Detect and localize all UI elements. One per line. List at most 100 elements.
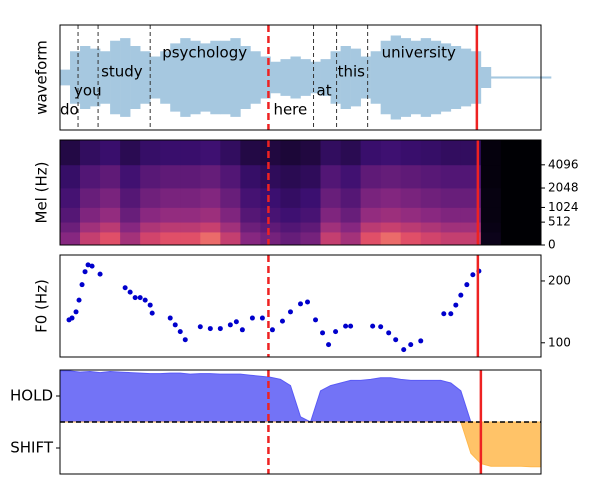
- spectrogram-cell: [80, 140, 101, 166]
- waveform-segment: [250, 51, 261, 104]
- spectrogram-cell: [200, 222, 221, 233]
- spectrogram-cell: [200, 164, 221, 189]
- spectrogram-cell: [160, 164, 181, 189]
- spectrogram-cell: [420, 164, 442, 189]
- f0-point: [453, 302, 459, 308]
- waveform-segment: [480, 67, 492, 88]
- f0-point: [448, 311, 454, 317]
- f0-point: [393, 337, 399, 343]
- spectrogram-cell: [220, 140, 241, 166]
- f0-point: [239, 327, 245, 333]
- y-tick-label: 100: [548, 335, 571, 349]
- spectrogram-cell: [260, 164, 281, 189]
- f0-point: [313, 317, 319, 323]
- spectrogram-cell: [440, 222, 462, 233]
- y-axis-label: Mel (Hz): [33, 162, 51, 224]
- y-axis-label: waveform: [33, 40, 51, 115]
- spectrogram-cell: [220, 207, 241, 223]
- spectrogram-cell: [260, 207, 281, 223]
- spectrogram-cell: [320, 222, 341, 233]
- spectrogram-cell: [220, 222, 241, 233]
- spectrogram-cell: [100, 222, 121, 233]
- f0-point: [348, 323, 354, 329]
- waveform-segment: [530, 76, 542, 79]
- waveform-segment: [200, 43, 211, 112]
- spectrogram-cell: [440, 188, 462, 208]
- spectrogram-cell: [60, 188, 81, 208]
- waveform-segment: [140, 51, 151, 104]
- spectrogram-cell: [220, 232, 241, 246]
- f0-point: [137, 295, 143, 301]
- f0-point: [370, 323, 376, 329]
- f0-point: [305, 299, 311, 305]
- f0-point: [76, 297, 82, 303]
- spectrogram-cell: [420, 188, 442, 208]
- spectrogram-cell: [520, 232, 542, 246]
- spectrogram-cell: [220, 164, 241, 189]
- spectrogram-cell: [400, 222, 422, 233]
- word-label: this: [338, 63, 366, 81]
- waveform-segment: [70, 51, 81, 104]
- waveform-segment: [420, 38, 432, 117]
- spectrogram-cell: [520, 140, 542, 166]
- waveform-segment: [320, 59, 331, 96]
- f0-point: [418, 338, 424, 344]
- f0-point: [269, 327, 275, 333]
- spectrogram-cell: [320, 188, 341, 208]
- axes-frame: [59, 369, 542, 475]
- waveform-segment: [160, 51, 171, 104]
- spectrogram-cell: [180, 188, 201, 208]
- spectrogram-cell: [220, 188, 241, 208]
- f0-point: [122, 285, 128, 291]
- spectrogram-cell: [380, 188, 402, 208]
- spectrogram-cell: [480, 207, 502, 223]
- spectrogram-cell: [60, 207, 81, 223]
- spectrogram-cell: [520, 222, 542, 233]
- f0-point: [401, 347, 407, 353]
- waveform-segment: [460, 48, 472, 107]
- spectrogram-cell: [340, 207, 362, 223]
- waveform-segment: [60, 69, 71, 86]
- waveform-segment: [300, 59, 311, 96]
- spectrogram-cell: [280, 188, 301, 208]
- spectrogram-cell: [480, 222, 502, 233]
- spectrogram-cell: [400, 188, 422, 208]
- waveform-segment: [110, 40, 121, 115]
- spectrogram-cell: [480, 188, 502, 208]
- spectrogram-cell: [60, 164, 81, 189]
- f0-point: [298, 301, 303, 307]
- spectrogram-cell: [260, 188, 281, 208]
- spectrogram-cell: [300, 140, 321, 166]
- spectrogram-cell: [500, 188, 522, 208]
- spectrogram-cell: [200, 188, 221, 208]
- spectrogram-cell: [460, 164, 482, 189]
- spectrogram-cell: [120, 164, 141, 189]
- f0-point: [320, 330, 326, 336]
- y-tick-label: 1024: [548, 200, 579, 214]
- spectrogram-cell: [120, 222, 141, 233]
- waveform-segment: [230, 38, 241, 117]
- spectrogram-cell: [440, 207, 462, 223]
- spectrogram-cell: [360, 164, 382, 189]
- waveform-segment: [80, 46, 91, 109]
- f0-point: [97, 271, 103, 277]
- f0-point: [464, 282, 470, 288]
- probability-area: [59, 370, 541, 423]
- spectrogram-cell: [380, 222, 402, 233]
- spectrogram-cell: [520, 188, 542, 208]
- spectrogram-cell: [400, 207, 422, 223]
- f0-point: [142, 297, 148, 303]
- word-label: at: [317, 82, 332, 100]
- spectrogram-cell: [180, 207, 201, 223]
- f0-point: [287, 309, 293, 315]
- waveform-segment: [390, 35, 402, 120]
- spectrogram-cell: [160, 188, 181, 208]
- f0-point: [343, 323, 349, 329]
- word-label: you: [74, 82, 102, 100]
- waveform-segment: [541, 76, 552, 79]
- spectrogram-cell: [320, 207, 341, 223]
- spectrogram-cell: [420, 207, 442, 223]
- f0-point: [378, 324, 384, 330]
- spectrogram-cell: [120, 188, 141, 208]
- spectrogram-cell: [400, 232, 422, 246]
